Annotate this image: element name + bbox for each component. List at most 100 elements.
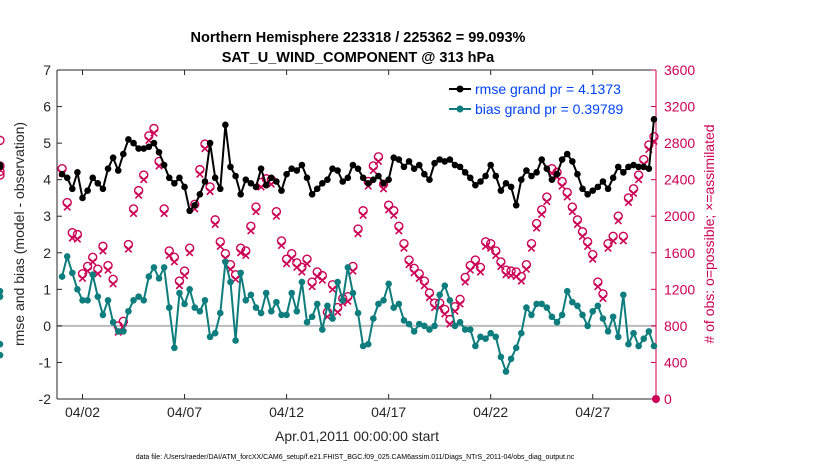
rmse-point xyxy=(400,163,408,171)
obs-assimilated-marker xyxy=(400,244,408,252)
bias-point xyxy=(466,326,474,333)
chart-title: Northern Hemisphere 223318 / 225362 = 99… xyxy=(191,30,526,46)
bias-point xyxy=(548,313,556,321)
bias-point xyxy=(472,342,479,350)
bias-point xyxy=(94,293,102,300)
rmse-point xyxy=(415,161,423,169)
rmse-point xyxy=(477,178,484,185)
rmse-point xyxy=(635,163,642,171)
bias-point xyxy=(58,273,66,280)
bias-point xyxy=(125,307,132,315)
obs-assimilated-marker xyxy=(298,268,306,276)
obs-assimilated-marker xyxy=(160,209,168,218)
obs-assimilated-marker xyxy=(333,308,342,316)
bias-point xyxy=(298,278,306,286)
bias-point xyxy=(431,322,438,330)
rmse-point xyxy=(283,170,290,178)
rmse-point xyxy=(339,178,347,185)
rmse-point xyxy=(0,163,4,171)
obs-assimilated-marker xyxy=(185,249,194,257)
obs-assimilated-marker xyxy=(583,242,592,251)
x-axis-label: Apr.01,2011 00:00:00 start xyxy=(275,428,439,444)
obs-assimilated-marker xyxy=(634,175,643,184)
rmse-point xyxy=(267,174,275,182)
obs-assimilated-marker xyxy=(236,249,245,257)
bias-point xyxy=(625,340,632,348)
bias-point xyxy=(426,326,433,333)
rmse-point xyxy=(584,190,591,198)
obs-assimilated-marker xyxy=(170,258,179,266)
obs-possible-marker xyxy=(0,170,5,180)
y-tick-label: 5 xyxy=(43,135,51,151)
bias-point xyxy=(507,355,515,363)
rmse-point xyxy=(390,154,398,162)
bias-point xyxy=(237,269,244,277)
rmse-point xyxy=(451,161,459,169)
rmse-point xyxy=(232,172,239,180)
bias-point xyxy=(288,289,296,297)
obs-possible-marker xyxy=(67,227,78,238)
obs-assimilated-marker xyxy=(389,211,398,220)
obs-assimilated-marker xyxy=(527,244,536,252)
rmse-point xyxy=(482,172,489,180)
obs-assimilated-marker xyxy=(517,277,526,285)
obs-assimilated-marker xyxy=(216,242,225,251)
bias-point xyxy=(650,342,658,350)
rmse-point xyxy=(288,165,296,172)
obs-assimilated-marker xyxy=(88,258,97,266)
obs-assimilated-marker xyxy=(420,281,429,290)
obs-assimilated-marker xyxy=(99,247,107,255)
obs-assimilated-marker xyxy=(328,285,337,294)
rmse-point xyxy=(625,163,632,171)
bias-point xyxy=(329,315,336,322)
rmse-point xyxy=(94,180,102,187)
bias-point xyxy=(79,297,86,304)
rmse-point xyxy=(553,170,561,178)
bias-point xyxy=(0,287,4,295)
obs-assimilated-marker xyxy=(134,191,143,199)
rmse-point xyxy=(89,174,97,182)
y-tick-label: -1 xyxy=(39,354,52,370)
bias-point xyxy=(385,280,392,288)
bias-point xyxy=(319,326,326,333)
rmse-point xyxy=(74,169,81,176)
obs-assimilated-marker xyxy=(425,293,434,302)
obs-assimilated-marker xyxy=(543,197,551,206)
bias-point xyxy=(130,297,137,304)
rmse-point xyxy=(507,183,515,191)
y-right-tick-label: 800 xyxy=(664,318,688,334)
rmse-point xyxy=(640,163,648,171)
rmse-point xyxy=(334,167,341,174)
obs-assimilated-marker xyxy=(619,237,628,245)
bias-point xyxy=(227,278,234,286)
rmse-point xyxy=(176,174,183,182)
rmse-point xyxy=(186,207,193,215)
obs-assimilated-marker xyxy=(287,254,296,263)
x-tick-label: 04/27 xyxy=(575,404,610,420)
bias-point xyxy=(242,297,250,304)
rmse-point xyxy=(594,183,602,191)
obs-assimilated-marker xyxy=(124,245,133,253)
bias-point xyxy=(349,289,357,297)
x-tick-label: 04/07 xyxy=(167,404,202,420)
bias-point xyxy=(63,253,71,260)
bias-point xyxy=(140,297,148,304)
rmse-point xyxy=(589,187,597,194)
bias-point xyxy=(0,293,4,300)
bias-point xyxy=(109,318,117,326)
bias-point xyxy=(201,297,209,304)
bias-point xyxy=(584,322,591,330)
obs-assimilated-marker xyxy=(354,229,362,238)
y-right-tick-label: 3600 xyxy=(664,62,695,78)
rmse-point xyxy=(466,174,474,182)
obs-assimilated-marker xyxy=(165,251,174,260)
rmse-point xyxy=(160,161,168,169)
y-tick-label: 7 xyxy=(43,62,51,78)
rmse-point xyxy=(145,143,153,151)
obs-assimilated-marker xyxy=(175,281,184,290)
obs-assimilated-marker xyxy=(522,265,531,273)
rmse-point xyxy=(487,161,494,169)
obs-assimilated-marker xyxy=(497,262,505,271)
bias-point xyxy=(293,307,301,315)
rmse-point xyxy=(441,158,449,165)
